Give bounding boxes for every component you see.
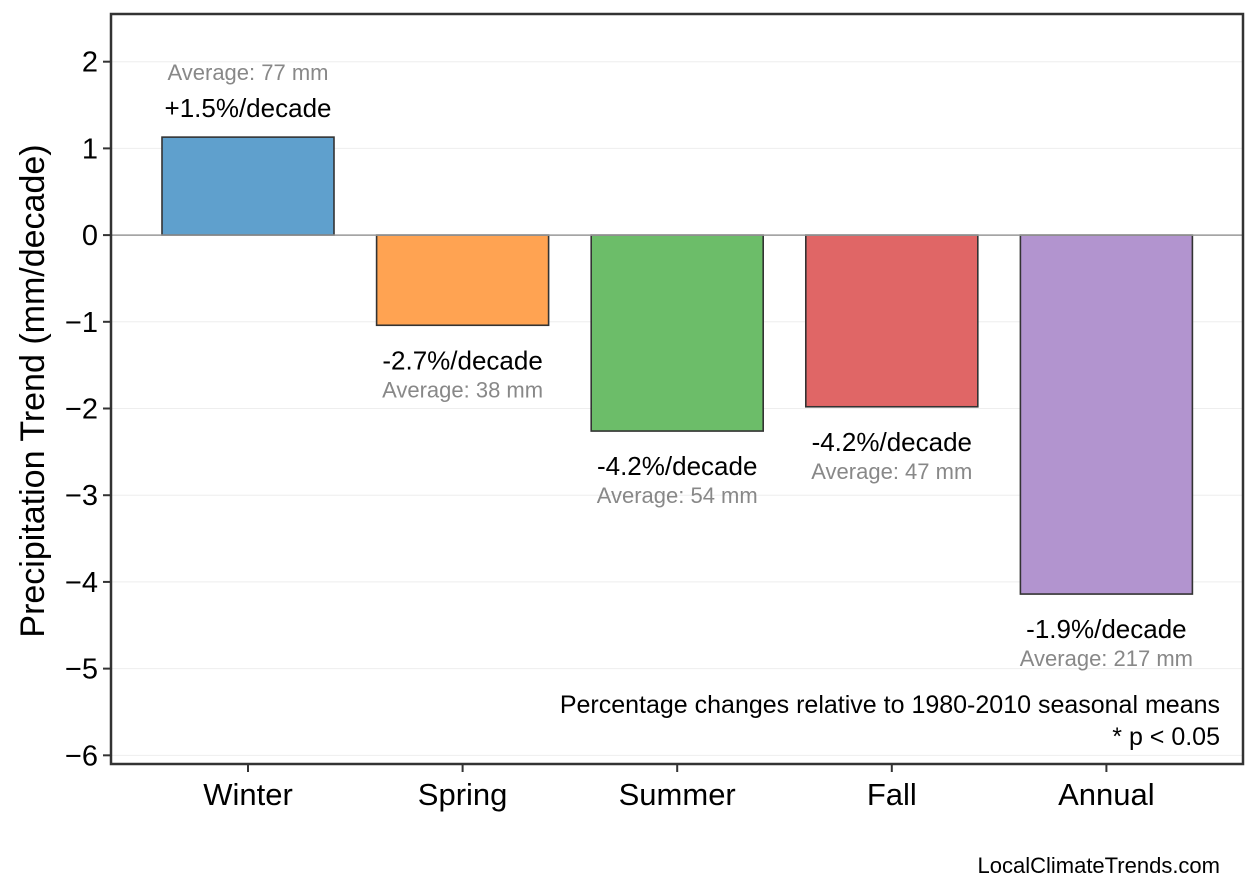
- bar-spring: [375, 234, 550, 327]
- bar-winter: [161, 136, 335, 236]
- y-tick-label: 2: [82, 47, 98, 79]
- trend-label-annual: -1.9%/decade: [1026, 614, 1186, 644]
- bar-fall: [804, 234, 979, 408]
- y-tick-label: −2: [65, 394, 98, 426]
- x-tick-label-summer: Summer: [619, 777, 736, 812]
- trend-label-winter: +1.5%/decade: [165, 93, 332, 123]
- bar-annual: [1019, 234, 1194, 595]
- y-axis-label: Precipitation Trend (mm/decade): [14, 144, 52, 637]
- average-label-summer: Average: 54 mm: [597, 483, 758, 508]
- x-tick-label-annual: Annual: [1058, 777, 1155, 812]
- trend-label-fall: -4.2%/decade: [812, 427, 972, 457]
- trend-label-spring: -2.7%/decade: [382, 345, 542, 375]
- x-tick-label-fall: Fall: [867, 777, 917, 812]
- x-axis: Winter Spring Summer Fall Annual: [203, 764, 1155, 812]
- x-tick-label-winter: Winter: [203, 777, 293, 812]
- average-label-fall: Average: 47 mm: [811, 459, 972, 484]
- note-significance: * p < 0.05: [1112, 723, 1220, 751]
- note-percentage: Percentage changes relative to 1980-2010…: [560, 691, 1220, 719]
- trend-label-summer: -4.2%/decade: [597, 451, 757, 481]
- average-label-winter: Average: 77 mm: [167, 60, 328, 85]
- y-tick-label: 0: [82, 220, 98, 252]
- y-tick-label: −3: [65, 480, 98, 512]
- bars: [161, 136, 1194, 595]
- y-tick-label: −1: [65, 307, 98, 339]
- y-axis: 2 1 0 −1 −2 −3 −4 −5 −6: [65, 47, 111, 772]
- average-label-annual: Average: 217 mm: [1020, 646, 1193, 671]
- y-tick-label: −5: [65, 654, 98, 686]
- y-tick-label: 1: [82, 133, 98, 165]
- y-tick-label: −4: [65, 567, 98, 599]
- bar-summer: [590, 234, 765, 432]
- x-tick-label-spring: Spring: [418, 777, 508, 812]
- average-label-spring: Average: 38 mm: [382, 377, 543, 402]
- credit-text: LocalClimateTrends.com: [978, 853, 1221, 878]
- y-tick-label: −6: [65, 740, 98, 772]
